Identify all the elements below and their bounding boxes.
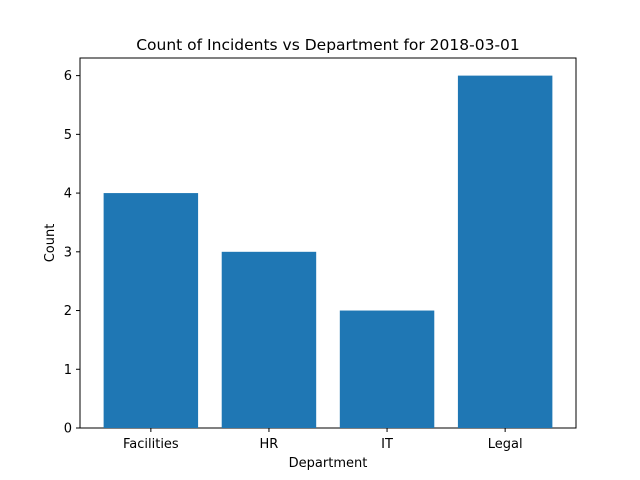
x-tick-label: HR bbox=[260, 437, 279, 452]
y-axis: 0 1 2 3 4 5 6 bbox=[64, 69, 80, 437]
y-axis-label: Count bbox=[43, 224, 58, 263]
y-tick-label: 0 bbox=[64, 422, 72, 437]
y-tick-label: 5 bbox=[64, 128, 72, 143]
y-tick-label: 6 bbox=[64, 69, 72, 84]
bar-legal bbox=[457, 75, 553, 428]
x-tick-label: Legal bbox=[488, 437, 523, 452]
plot-area-frame bbox=[79, 57, 577, 429]
bar-hr bbox=[221, 251, 317, 428]
x-tick-label: Facilities bbox=[123, 437, 179, 452]
y-tick-label: 4 bbox=[64, 187, 72, 202]
x-axis-label: Department bbox=[289, 456, 368, 471]
y-tick-label: 3 bbox=[64, 245, 72, 260]
bars-group bbox=[103, 75, 553, 428]
x-tick-label: IT bbox=[381, 437, 393, 452]
x-axis: Facilities HR IT Legal bbox=[123, 428, 523, 452]
chart-title: Count of Incidents vs Department for 201… bbox=[136, 36, 520, 54]
bar-facilities bbox=[103, 193, 199, 428]
bar-it bbox=[339, 310, 435, 428]
y-tick-label: 2 bbox=[64, 304, 72, 319]
y-tick-label: 1 bbox=[64, 363, 72, 378]
